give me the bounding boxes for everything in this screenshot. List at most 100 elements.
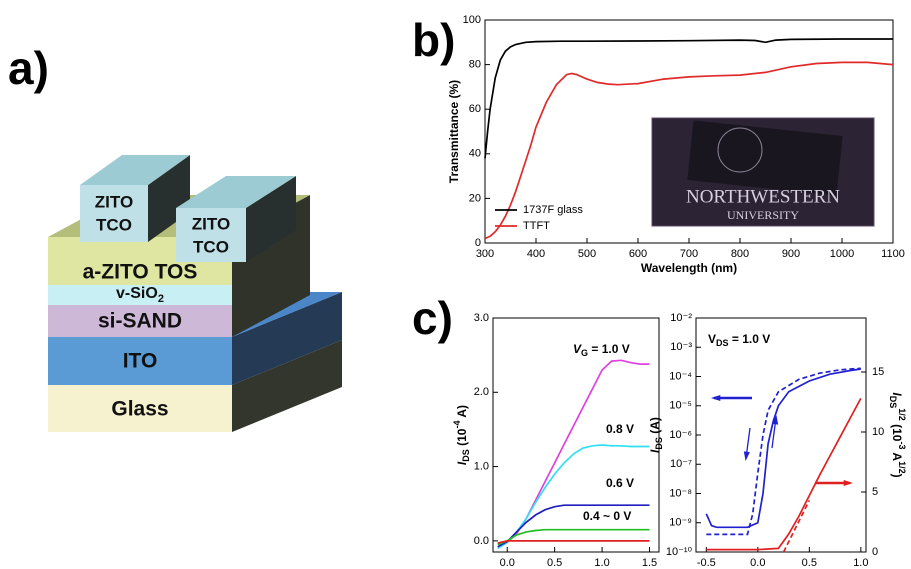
y2-axis-label-part: DS <box>888 396 898 409</box>
series-line <box>498 445 650 548</box>
y2-axis-label-part: A <box>890 450 904 462</box>
arrow-head <box>844 480 853 486</box>
y2-tick-label: 15 <box>872 366 884 378</box>
layer-label: a-ZITO TOS <box>83 261 198 284</box>
annotation: 0.4 ~ 0 V <box>583 509 631 523</box>
y-tick-label: 80 <box>469 59 481 71</box>
y-tick-label: 10⁻⁵ <box>669 400 692 412</box>
y-axis-label-part: DS <box>461 449 471 462</box>
arrow-head <box>744 451 750 461</box>
annotation-part: 0.4 ~ 0 V <box>583 509 631 523</box>
device-schematic: ZITO TCO ZITO TCO a-ZITO TOS v-SiO2 si-S… <box>48 155 342 432</box>
layer-label-text: v-SiO <box>116 285 158 302</box>
y2-axis-label-part: -3 <box>897 441 907 449</box>
y2-axis-label-part: ) <box>890 474 904 478</box>
y-axis-label: IDS (A) <box>648 417 664 453</box>
y2-tick-label: 5 <box>872 486 878 498</box>
series-line <box>706 368 861 534</box>
y-tick-label: 10⁻³ <box>670 341 692 353</box>
x-tick-label: 1.0 <box>594 557 609 569</box>
y-axis-label-part: DS <box>654 437 664 450</box>
y-axis-label-part: -4 <box>452 421 462 429</box>
x-tick-label: 500 <box>578 248 596 260</box>
y2-axis-label: IDS1/2 (10-3 A1/2) <box>888 392 907 477</box>
y2-tick-label: 0 <box>872 546 878 558</box>
x-tick-label: 1.5 <box>642 557 657 569</box>
x-tick-label: 700 <box>680 248 698 260</box>
y2-axis-label-part: 1/2 <box>897 461 907 474</box>
x-tick-label: 900 <box>782 248 800 260</box>
y-tick-label: 2.0 <box>474 386 489 398</box>
y-axis-label-part: A) <box>455 405 469 421</box>
x-tick-label: 1.0 <box>853 557 868 569</box>
panel-label: c) <box>412 292 453 344</box>
annotation-part: = 1.0 V <box>588 342 630 356</box>
x-tick-label: 1000 <box>830 248 854 260</box>
x-tick-label: 600 <box>629 248 647 260</box>
y2-axis-label-part: 1/2 <box>897 408 907 421</box>
tco-label: ZITO <box>95 192 133 211</box>
y-tick-label: 20 <box>469 192 481 204</box>
annotation-part: 0.8 V <box>606 422 634 436</box>
series-line <box>706 369 861 527</box>
y-tick-label: 10⁻⁶ <box>669 429 692 441</box>
legend-label: 1737F glass <box>523 204 583 216</box>
annotation: VG = 1.0 V <box>573 342 630 358</box>
x-tick-label: 1100 <box>881 248 905 260</box>
y-tick-label: 10⁻⁷ <box>670 458 692 470</box>
x-tick-label: -0.5 <box>697 557 716 569</box>
layer-label: si-SAND <box>98 310 182 333</box>
panel-label: a) <box>8 42 49 94</box>
y-tick-label: 60 <box>469 103 481 115</box>
layer-label: v-SiO2 <box>116 285 164 305</box>
y-tick-label: 0.0 <box>474 535 489 547</box>
x-tick-label: 0.0 <box>500 557 515 569</box>
annotation: 0.6 V <box>606 476 634 490</box>
annotation-part: 0.6 V <box>606 476 634 490</box>
series-line <box>498 530 650 545</box>
y-tick-label: 10⁻⁹ <box>669 517 692 529</box>
inset-text: NORTHWESTERN <box>686 186 840 207</box>
y-tick-label: 10⁻⁸ <box>669 487 692 499</box>
annotation-part: DS <box>716 338 729 348</box>
annotation: 0.8 V <box>606 422 634 436</box>
y-axis-label-part: (10 <box>455 428 469 449</box>
figure: a) b) c) ZITO TCO ZITO TCO a-ZITO TOS v-… <box>0 0 911 569</box>
y-tick-label: 0 <box>475 237 481 249</box>
y-tick-label: 10⁻¹⁰ <box>666 546 693 558</box>
legend-label: TTFT <box>523 220 550 232</box>
inset-text: UNIVERSITY <box>727 208 799 222</box>
y2-axis-label-part: (10 <box>890 421 904 442</box>
y-tick-label: 10⁻² <box>670 312 692 324</box>
x-tick-label: 0.5 <box>547 557 562 569</box>
annotation-part: V <box>708 332 716 346</box>
series-line <box>784 500 810 552</box>
annotation-part: G <box>581 348 588 358</box>
tco-label: TCO <box>193 237 229 256</box>
y-axis-label: IDS (10-4 A) <box>452 405 471 465</box>
annotation-part: = 1.0 V <box>729 332 771 346</box>
y-axis-label-part: (A) <box>648 417 662 437</box>
layer-label: ITO <box>123 350 158 373</box>
series-line <box>498 541 650 543</box>
y2-tick-label: 10 <box>872 426 884 438</box>
y-tick-label: 100 <box>463 14 481 26</box>
y-tick-label: 10⁻⁴ <box>669 370 692 382</box>
y-axis-label: Transmittance (%) <box>447 80 461 183</box>
x-axis-label: Wavelength (nm) <box>641 261 737 275</box>
y-tick-label: 40 <box>469 148 481 160</box>
layer-label-sub: 2 <box>158 293 164 305</box>
tco-label: TCO <box>96 215 132 234</box>
x-tick-label: 800 <box>731 248 749 260</box>
y-tick-label: 3.0 <box>474 312 489 324</box>
x-tick-label: 0.0 <box>750 557 765 569</box>
x-tick-label: 0.5 <box>802 557 817 569</box>
annotation: VDS = 1.0 V <box>708 332 770 348</box>
layer-label: Glass <box>111 398 168 421</box>
x-tick-label: 400 <box>527 248 545 260</box>
panel-label: b) <box>412 14 455 66</box>
y-tick-label: 1.0 <box>474 460 489 472</box>
tco-label: ZITO <box>192 214 230 233</box>
x-tick-label: 300 <box>476 248 494 260</box>
arrow-head <box>711 395 720 401</box>
